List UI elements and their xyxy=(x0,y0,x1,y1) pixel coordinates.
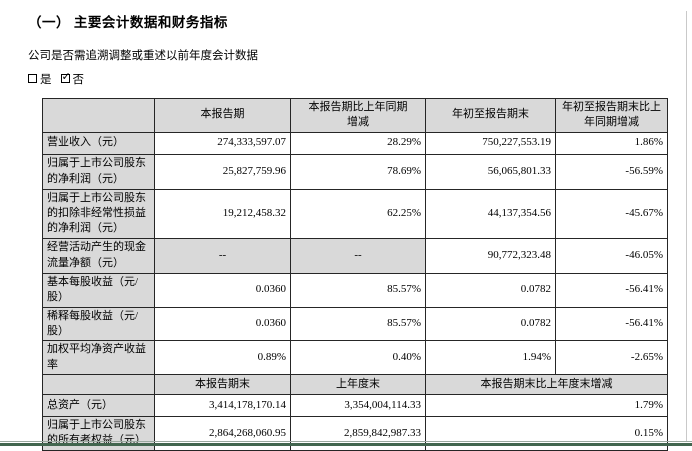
metric-label: 经营活动产生的现金流量净额（元） xyxy=(42,237,155,274)
checkbox-yes: 是 xyxy=(28,71,52,87)
value-ytd-change: -45.67% xyxy=(555,188,668,239)
table-row-basic-eps: 基本每股收益（元/股） 0.0360 85.57% 0.0782 -56.41% xyxy=(42,272,668,308)
restatement-question: 公司是否需追溯调整或重述以前年度会计数据 xyxy=(28,50,258,62)
header-empty-cell xyxy=(42,374,155,396)
metric-label: 营业收入（元） xyxy=(42,131,155,155)
value-yoy-change: 62.25% xyxy=(290,188,426,239)
value-yoy-change: -- xyxy=(290,237,426,274)
value-ytd-change: -56.59% xyxy=(555,153,668,190)
value-ytd: 0.0782 xyxy=(425,272,556,308)
value-ytd-change: 1.86% xyxy=(555,131,668,155)
checkbox-row: 是 否 xyxy=(28,72,692,86)
window-bottom-border-green xyxy=(0,443,692,446)
checkbox-no-label: 否 xyxy=(72,73,85,86)
financial-indicators-table: 本报告期 本报告期比上年同期 增减 年初至报告期末 年初至报告期末比上 年同期增… xyxy=(42,97,668,451)
checkbox-no: 否 xyxy=(60,71,85,87)
table-row-diluted-eps: 稀释每股收益（元/股） 0.0360 85.57% 0.0782 -56.41% xyxy=(42,306,668,342)
table-row-net-profit: 归属于上市公司股东的净利润（元） 25,827,759.96 78.69% 56… xyxy=(42,153,668,190)
value-ytd-change: -56.41% xyxy=(555,306,668,342)
value-yoy-change: 78.69% xyxy=(290,153,426,190)
value-yoy-change: 28.29% xyxy=(290,131,426,155)
table-row-weighted-avg-roe: 加权平均净资产收益率 0.89% 0.40% 1.94% -2.65% xyxy=(42,340,668,376)
header-period-end-change: 本报告期末比上年度末增减 xyxy=(425,374,668,396)
header-prior-year-end: 上年度末 xyxy=(290,374,426,396)
value-period-end-change: 1.79% xyxy=(425,394,668,418)
value-ytd: 0.0782 xyxy=(425,306,556,342)
metric-label: 稀释每股收益（元/股） xyxy=(42,306,155,342)
checkbox-unchecked-icon xyxy=(28,74,37,84)
document-page: （一） 主要会计数据和财务指标 公司是否需追溯调整或重述以前年度会计数据 是 否… xyxy=(0,11,692,451)
value-current-period: 19,212,458.32 xyxy=(154,188,291,239)
header-current-period: 本报告期 xyxy=(154,97,291,133)
page-edge-line xyxy=(686,11,687,442)
value-current-period: 0.0360 xyxy=(154,272,291,308)
header-empty-cell xyxy=(42,97,155,133)
section-title: （一） 主要会计数据和财务指标 xyxy=(28,15,228,30)
metric-label: 总资产（元） xyxy=(42,394,155,418)
checkbox-yes-label: 是 xyxy=(40,73,52,86)
value-ytd-change: -46.05% xyxy=(555,237,668,274)
value-ytd: 56,065,801.33 xyxy=(425,153,556,190)
value-current-period: 0.89% xyxy=(154,340,291,376)
header-yoy-change: 本报告期比上年同期 增减 xyxy=(290,97,426,133)
value-yoy-change: 0.40% xyxy=(290,340,426,376)
table-row-operating-cash-flow: 经营活动产生的现金流量净额（元） -- -- 90,772,323.48 -46… xyxy=(42,237,668,274)
value-yoy-change: 85.57% xyxy=(290,272,426,308)
table-header-period: 本报告期 本报告期比上年同期 增减 年初至报告期末 年初至报告期末比上 年同期增… xyxy=(42,97,668,133)
value-ytd-change: -2.65% xyxy=(555,340,668,376)
value-ytd: 1.94% xyxy=(425,340,556,376)
metric-label: 加权平均净资产收益率 xyxy=(42,340,155,376)
metric-label: 归属于上市公司股东的扣除非经常性损益的净利润（元） xyxy=(42,188,155,239)
metric-label: 归属于上市公司股东的净利润（元） xyxy=(42,153,155,190)
value-ytd: 90,772,323.48 xyxy=(425,237,556,274)
value-ytd: 750,227,553.19 xyxy=(425,131,556,155)
header-ytd: 年初至报告期末 xyxy=(425,97,556,133)
value-current-period: 274,333,597.07 xyxy=(154,131,291,155)
window-bottom-border-gray xyxy=(0,441,692,442)
metric-label: 基本每股收益（元/股） xyxy=(42,272,155,308)
value-ytd-change: -56.41% xyxy=(555,272,668,308)
value-prior-year-end: 3,354,004,114.33 xyxy=(290,394,426,418)
value-current-period: 25,827,759.96 xyxy=(154,153,291,190)
value-ytd: 44,137,354.56 xyxy=(425,188,556,239)
table-header-period-end: 本报告期末 上年度末 本报告期末比上年度末增减 xyxy=(42,374,668,396)
value-period-end: 3,414,178,170.14 xyxy=(154,394,291,418)
value-yoy-change: 85.57% xyxy=(290,306,426,342)
header-ytd-change: 年初至报告期末比上 年同期增减 xyxy=(555,97,668,133)
value-current-period: -- xyxy=(154,237,291,274)
value-current-period: 0.0360 xyxy=(154,306,291,342)
checkbox-checked-icon xyxy=(60,72,71,84)
table-row-total-assets: 总资产（元） 3,414,178,170.14 3,354,004,114.33… xyxy=(42,394,668,418)
header-period-end: 本报告期末 xyxy=(154,374,291,396)
table-row-net-profit-excl-nonrecurring: 归属于上市公司股东的扣除非经常性损益的净利润（元） 19,212,458.32 … xyxy=(42,188,668,239)
table-row-revenue: 营业收入（元） 274,333,597.07 28.29% 750,227,55… xyxy=(42,131,668,155)
